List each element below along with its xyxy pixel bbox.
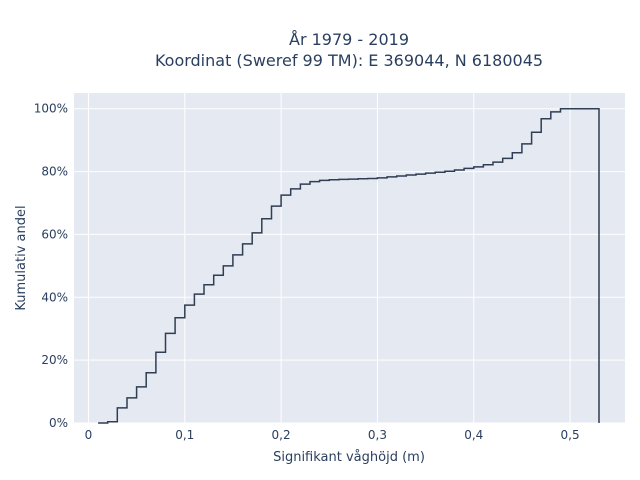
chart-title-line1: År 1979 - 2019 [289,30,409,49]
x-tick-label: 0,5 [561,428,580,442]
cdf-step-line [98,107,600,424]
x-tick-label: 0,4 [464,428,483,442]
y-tick-label: 100% [34,102,68,116]
x-axis-title: Signifikant våghöjd (m) [273,450,425,465]
x-tick-label: 0 [85,428,93,442]
x-tick-label: 0,3 [368,428,387,442]
y-tick-label: 60% [41,227,68,241]
x-tick-labels: 0 0,1 0,2 0,3 0,4 0,5 [85,428,580,442]
x-tick-label: 0,2 [272,428,291,442]
y-tick-labels: 0% 20% 40% 60% 80% 100% [34,102,68,430]
plot-area [74,93,625,423]
y-tick-label: 80% [41,165,68,179]
y-axis-title: Kumulativ andel [14,205,29,310]
y-tick-label: 0% [49,416,68,430]
grid-lines [74,93,625,424]
x-tick-label: 0,1 [175,428,194,442]
chart-title-line2: Koordinat (Sweref 99 TM): E 369044, N 61… [155,51,543,70]
y-tick-label: 40% [41,290,68,304]
y-tick-label: 20% [41,353,68,367]
